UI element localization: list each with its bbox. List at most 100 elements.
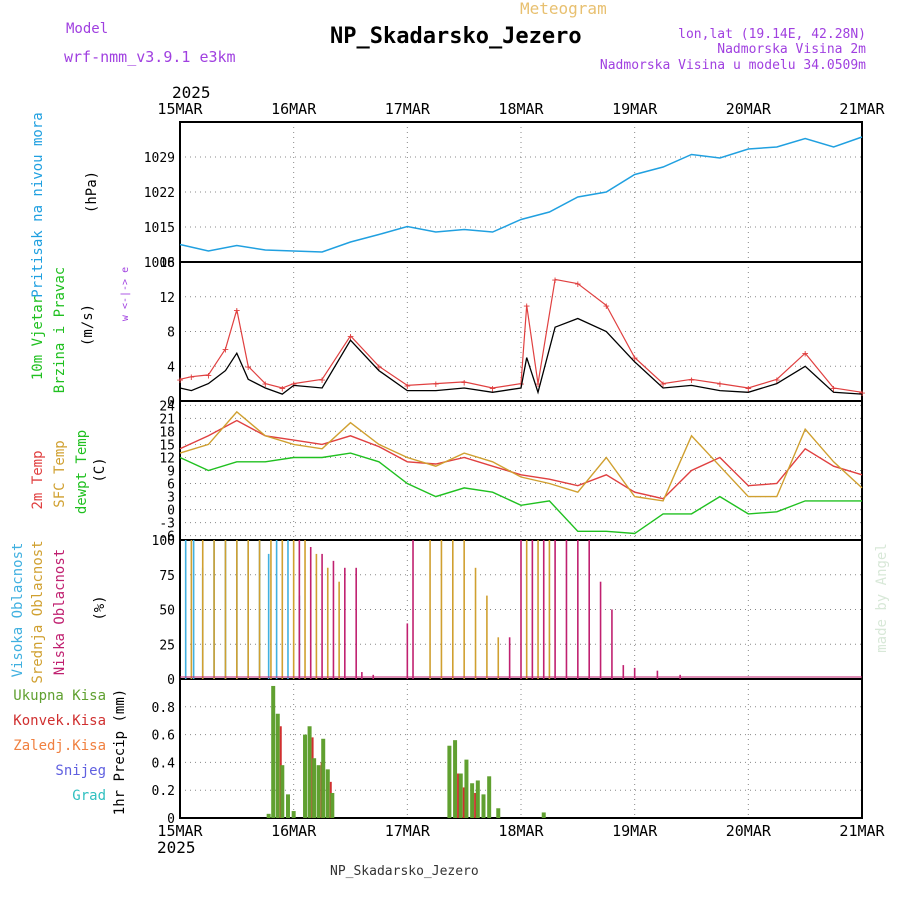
watermark: made by Angel bbox=[874, 543, 890, 653]
precip-total-bar bbox=[487, 776, 492, 818]
wind-compass: w <-|-> e bbox=[120, 267, 131, 321]
y-tick-label: 25 bbox=[159, 638, 175, 653]
wind-gust-marker: + bbox=[660, 378, 667, 391]
x-tick-label-bottom: 15MAR bbox=[157, 822, 203, 840]
y-tick-label: 0.2 bbox=[152, 784, 175, 799]
meteogram-label: Meteogram bbox=[520, 0, 607, 18]
precip-total-bar bbox=[458, 773, 463, 818]
wind-gust-marker: + bbox=[830, 382, 837, 395]
wind-gust-marker: + bbox=[404, 379, 411, 392]
wind-gust-marker: + bbox=[222, 343, 229, 356]
precip-label-conv: Konvek.Kisa bbox=[13, 713, 106, 729]
wind-gust-marker: + bbox=[603, 299, 610, 312]
precip-total-bar bbox=[453, 740, 458, 818]
y-tick-label: 24 bbox=[159, 399, 175, 414]
temp-2m-line bbox=[179, 419, 863, 500]
temp-unit: (C) bbox=[92, 457, 108, 482]
year-label-top: 2025 bbox=[172, 83, 211, 102]
wind-gust-marker: + bbox=[773, 373, 780, 386]
pressure-title: Pritisak na nivou mora bbox=[30, 112, 46, 297]
temp-sfc-line bbox=[179, 410, 863, 502]
y-tick-label: 12 bbox=[159, 451, 175, 466]
wind-gust-marker: + bbox=[523, 299, 530, 312]
y-tick-label: 1008 bbox=[144, 256, 175, 271]
x-tick-label-bottom: 17MAR bbox=[385, 822, 431, 840]
precip-total-bar bbox=[303, 734, 308, 818]
y-tick-label: 8 bbox=[167, 326, 175, 341]
precip-total-bar bbox=[316, 765, 321, 818]
wind-gust-marker: + bbox=[234, 304, 241, 317]
y-tick-label: 4 bbox=[167, 360, 175, 375]
precip-label-hail: Grad bbox=[72, 788, 106, 804]
y-tick-label: 0 bbox=[167, 395, 175, 410]
precip-total-bar bbox=[271, 685, 276, 818]
wind-gust-marker: + bbox=[188, 371, 195, 384]
y-tick-label: 0.8 bbox=[152, 701, 175, 716]
precip-total-bar bbox=[481, 794, 486, 818]
wind-gust-marker: + bbox=[859, 386, 866, 399]
y-tick-label: 1015 bbox=[144, 221, 175, 236]
precip-label-snow: Snijeg bbox=[55, 763, 106, 779]
precip-ylabel: 1hr Precip (mm) bbox=[112, 689, 128, 815]
precip-total-bar bbox=[475, 780, 480, 818]
precip-total-bar bbox=[285, 794, 290, 818]
precip-label-freezing: Zaledj.Kisa bbox=[13, 738, 106, 754]
pressure-line bbox=[179, 136, 863, 253]
y-tick-label: 1022 bbox=[144, 186, 175, 201]
y-tick-label: -6 bbox=[159, 530, 175, 545]
model-name: wrf-nmm_v3.9.1 e3km bbox=[64, 48, 236, 66]
x-tick-label-bottom: 21MAR bbox=[839, 822, 885, 840]
y-tick-label: 1029 bbox=[144, 151, 175, 166]
temp-dew-line bbox=[179, 452, 862, 535]
y-tick-label: 100 bbox=[152, 534, 175, 549]
y-tick-label: 6 bbox=[167, 478, 175, 493]
wind-gust-marker: + bbox=[461, 376, 468, 389]
precip-total-bar bbox=[307, 726, 312, 818]
y-tick-label: 12 bbox=[159, 291, 175, 306]
temp-dew-label: dewpt Temp bbox=[74, 430, 90, 514]
wind-gust-marker: + bbox=[205, 369, 212, 382]
precip-conv-bar bbox=[457, 773, 460, 818]
wind-gust-marker: + bbox=[489, 382, 496, 395]
precip-total-bar bbox=[321, 738, 326, 818]
precip-total-bar bbox=[447, 745, 452, 818]
y-tick-label: 9 bbox=[167, 465, 175, 480]
y-tick-label: 3 bbox=[167, 491, 175, 506]
cloud-mid-label: Srednja Oblacnost bbox=[30, 540, 46, 683]
elevation-label: Nadmorska Visina 2m bbox=[717, 42, 866, 57]
x-tick-label-top: 19MAR bbox=[612, 100, 658, 118]
wind-gust-marker: + bbox=[177, 373, 184, 386]
y-tick-label: 0.4 bbox=[152, 756, 176, 771]
precip-total-bar bbox=[312, 758, 317, 818]
temp-sfc-label: SFC Temp bbox=[52, 440, 68, 507]
precip-conv-bar bbox=[474, 792, 477, 818]
wind-gust-marker: + bbox=[745, 382, 752, 395]
precip-total-bar bbox=[541, 812, 546, 818]
precip-total-bar bbox=[266, 813, 271, 818]
y-tick-label: 0 bbox=[167, 673, 175, 688]
footer-station: NP_Skadarsko_Jezero bbox=[330, 864, 479, 879]
precip-label-total: Ukupna Kisa bbox=[13, 688, 106, 704]
cloud-low-label: Niska Oblacnost bbox=[52, 549, 68, 675]
y-tick-label: 0 bbox=[167, 812, 175, 827]
wind-gust-line bbox=[179, 278, 863, 393]
wind-mean-line bbox=[179, 317, 863, 395]
x-tick-label-bottom: 19MAR bbox=[612, 822, 658, 840]
x-tick-label-top: 17MAR bbox=[385, 100, 431, 118]
wind-gust-marker: + bbox=[802, 347, 809, 360]
y-tick-label: 0 bbox=[167, 504, 175, 519]
x-tick-label-top: 20MAR bbox=[726, 100, 772, 118]
precip-total-bar bbox=[291, 811, 296, 818]
x-tick-label-bottom: 20MAR bbox=[726, 822, 772, 840]
cloud-high-label: Visoka Oblacnost bbox=[10, 543, 26, 678]
x-tick-label-bottom: 18MAR bbox=[498, 822, 544, 840]
precip-total-bar bbox=[275, 713, 280, 818]
precip-total-bar bbox=[280, 765, 285, 818]
x-tick-label-bottom: 16MAR bbox=[271, 822, 317, 840]
station-title: NP_Skadarsko_Jezero bbox=[330, 24, 582, 49]
wind-gust-marker: + bbox=[279, 382, 286, 395]
pressure-unit: (hPa) bbox=[84, 171, 100, 213]
wind-gust-marker: + bbox=[552, 273, 559, 286]
